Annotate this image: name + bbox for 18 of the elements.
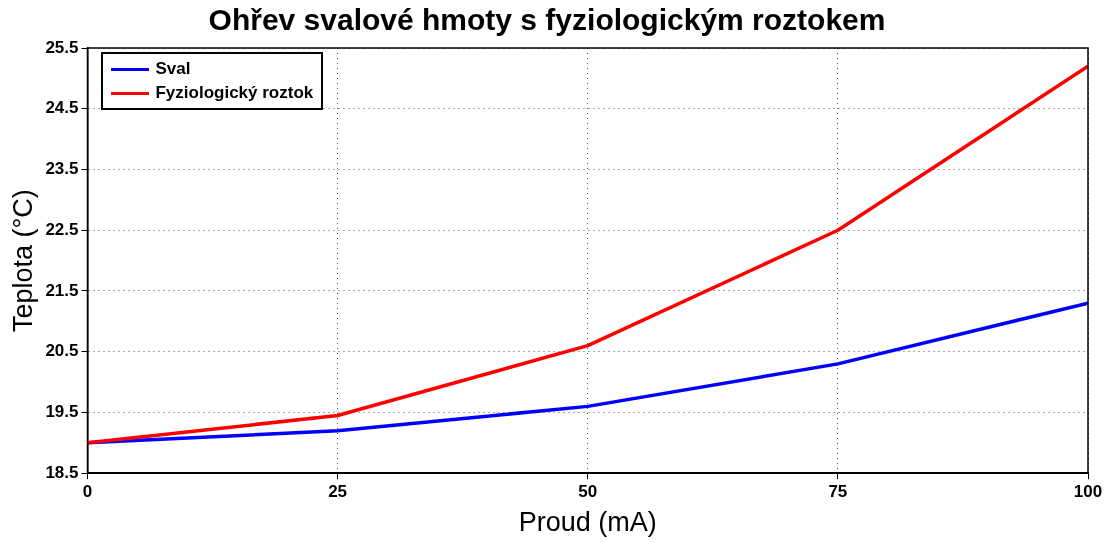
y-tick-label: 20.5 — [45, 341, 79, 361]
x-tick-label: 25 — [328, 482, 348, 502]
y-tick-label: 24.5 — [45, 98, 79, 118]
legend-label: Sval — [155, 59, 191, 79]
y-tick-label: 21.5 — [45, 280, 79, 300]
y-axis-title: Teplota (°C) — [7, 189, 38, 333]
y-tick-label: 23.5 — [45, 159, 79, 179]
x-tick-label: 50 — [578, 482, 598, 502]
y-tick-label: 18.5 — [45, 462, 79, 482]
x-tick-label: 75 — [828, 482, 848, 502]
x-tick-label: 0 — [82, 482, 93, 502]
y-tick-label: 25.5 — [45, 37, 79, 57]
legend-label: Fyziologický roztok — [155, 83, 314, 103]
y-tick-label: 22.5 — [45, 219, 79, 239]
x-tick-label: 100 — [1073, 482, 1103, 502]
x-axis-title: Proud (mA) — [518, 507, 657, 538]
y-tick-label: 19.5 — [45, 402, 79, 422]
chart-title: Ohřev svalové hmoty s fyziologickým roztokem — [208, 3, 886, 37]
